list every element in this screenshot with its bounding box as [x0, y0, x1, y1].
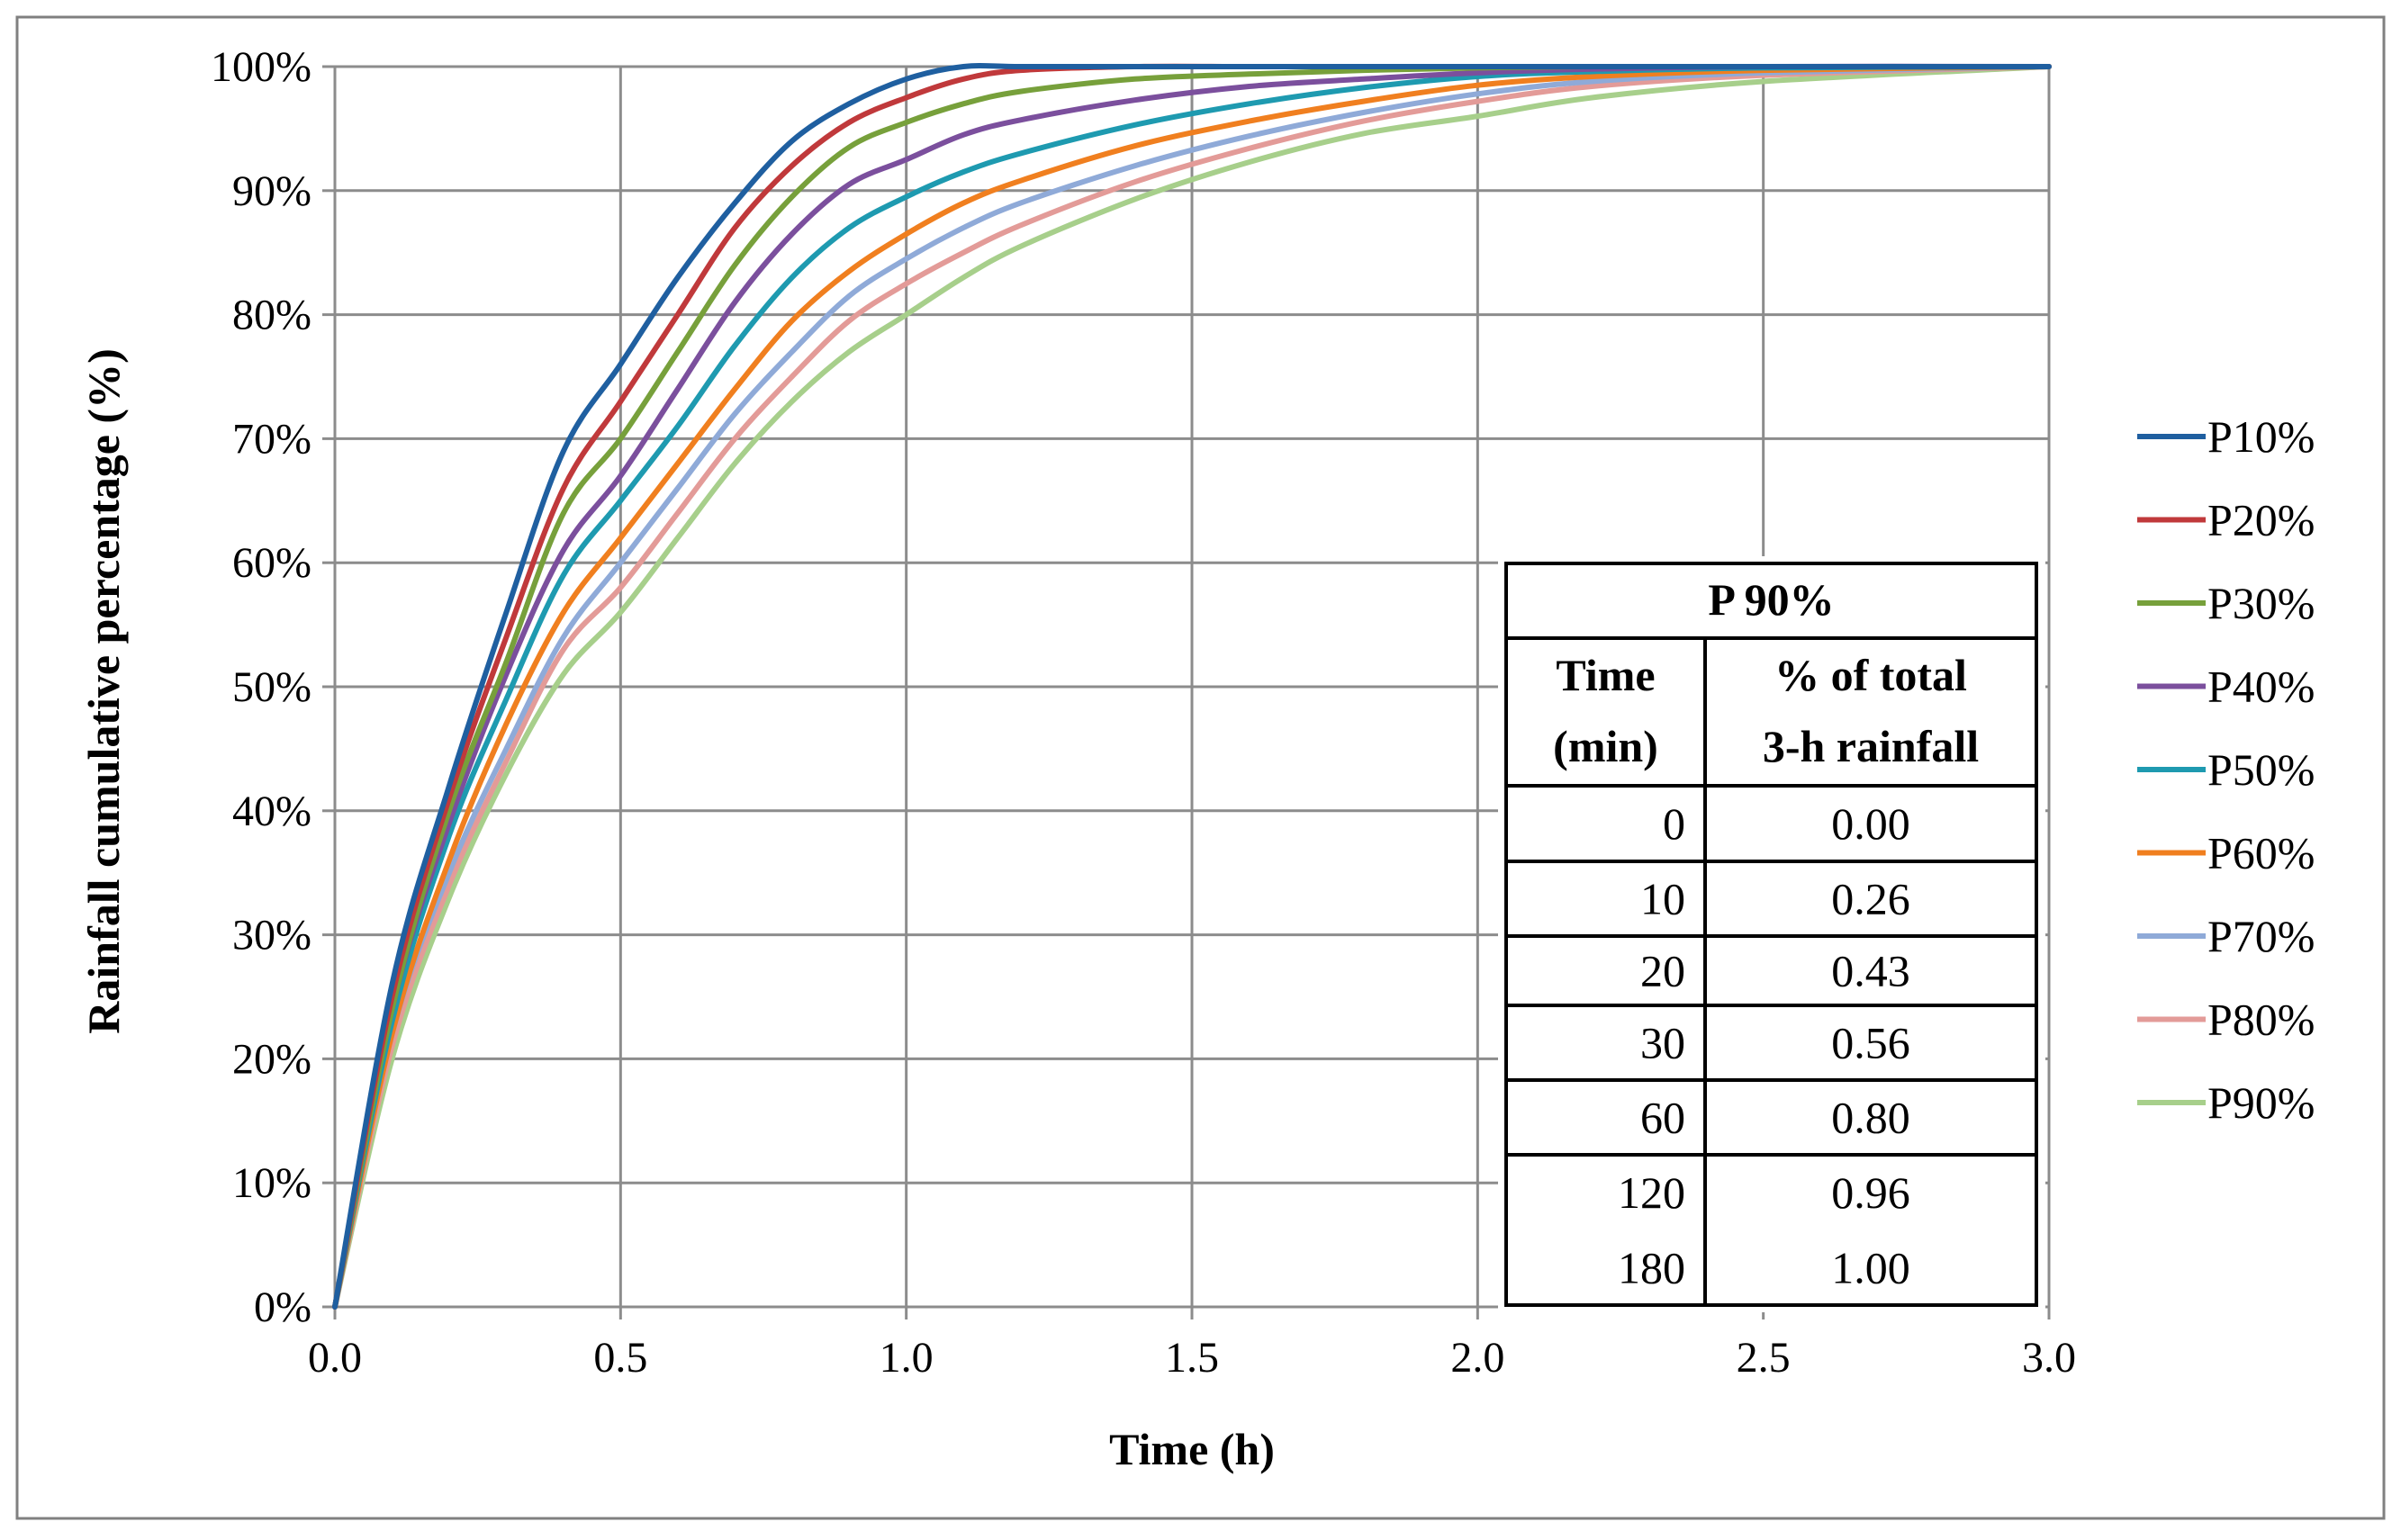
table-row: 60 0.80	[1640, 1093, 1910, 1143]
legend-label: P60%	[2207, 828, 2315, 878]
x-tick-label: 1.5	[1165, 1334, 1219, 1382]
legend-item: P60%	[2137, 828, 2315, 878]
series-line-p80	[332, 64, 2052, 1310]
x-tick-label: 2.0	[1450, 1334, 1504, 1382]
table-header-pct: % of total	[1774, 650, 1967, 700]
x-tick-label: 0.5	[593, 1334, 647, 1382]
table-cell-time: 60	[1640, 1093, 1685, 1143]
table-cell-time: 0	[1663, 798, 1685, 849]
table-row: 10 0.26	[1640, 874, 1910, 924]
table-cell-time: 30	[1640, 1018, 1685, 1068]
series-line-p90	[332, 64, 2052, 1310]
legend-label: P30%	[2207, 578, 2315, 628]
table-row: 20 0.43	[1640, 946, 1910, 996]
table-header-pct-line2: 3-h rainfall	[1763, 721, 1979, 771]
legend-item: P30%	[2137, 578, 2315, 628]
table-header-time: Time	[1556, 650, 1655, 700]
series-line-p70	[332, 64, 2052, 1310]
table-cell-time: 10	[1640, 874, 1685, 924]
x-tick-label: 2.5	[1737, 1334, 1791, 1382]
table-cell-pct: 0.80	[1831, 1093, 1910, 1143]
legend-item: P50%	[2137, 744, 2315, 795]
table-cell-time: 20	[1640, 946, 1685, 996]
legend-label: P70%	[2207, 911, 2315, 961]
y-tick-label: 100%	[211, 43, 311, 91]
table-cell-time: 180	[1618, 1243, 1685, 1293]
table-cell-pct: 0.26	[1831, 874, 1910, 924]
y-tick-label: 90%	[232, 167, 311, 215]
table-title: P 90%	[1708, 574, 1834, 625]
table-cell-pct: 0.96	[1831, 1167, 1910, 1218]
table-row: 30 0.56	[1640, 1018, 1910, 1068]
series-line-p10	[332, 62, 2052, 1310]
x-tick-labels: 0.0 0.5 1.0 1.5 2.0 2.5 3.0	[308, 1334, 2076, 1382]
legend-item: P10%	[2137, 411, 2315, 462]
series-lines	[332, 62, 2052, 1310]
legend: P10% P20% P30% P40% P50% P60% P70% P80% P90%	[2137, 411, 2315, 1128]
x-tick-label: 0.0	[308, 1334, 362, 1382]
table-row: 0 0.00	[1663, 798, 1910, 849]
table-cell-pct: 0.56	[1831, 1018, 1910, 1068]
legend-item: P80%	[2137, 995, 2315, 1045]
x-tick-label: 3.0	[2022, 1334, 2076, 1382]
x-tick-label: 1.0	[880, 1334, 934, 1382]
y-tick-label: 70%	[232, 415, 311, 463]
y-tick-label: 0%	[254, 1283, 311, 1331]
table-row: 180 1.00	[1618, 1243, 1910, 1293]
table-cell-pct: 0.43	[1831, 946, 1910, 996]
y-tick-label: 40%	[232, 788, 311, 835]
legend-label: P80%	[2207, 995, 2315, 1045]
series-line-p60	[332, 64, 2052, 1310]
table-cell-pct: 0.00	[1831, 798, 1910, 849]
y-tick-labels: 0% 10% 20% 30% 40% 50% 60% 70% 80% 90% 100%	[211, 43, 311, 1331]
legend-label: P90%	[2207, 1077, 2315, 1128]
y-tick-label: 60%	[232, 539, 311, 587]
y-tick-label: 20%	[232, 1035, 311, 1083]
table-header-time-unit: (min)	[1553, 721, 1658, 771]
table-cell-time: 120	[1618, 1167, 1685, 1218]
legend-item: P20%	[2137, 495, 2315, 545]
legend-label: P10%	[2207, 411, 2315, 462]
y-tick-label: 80%	[232, 292, 311, 339]
y-tick-label: 10%	[232, 1159, 311, 1207]
x-axis-title: Time (h)	[1109, 1424, 1275, 1474]
legend-label: P50%	[2207, 744, 2315, 795]
y-axis-title: Rainfall cumulative percentage (%)	[78, 348, 129, 1033]
legend-item: P90%	[2137, 1077, 2315, 1128]
table-row: 120 0.96	[1618, 1167, 1910, 1218]
y-tick-label: 30%	[232, 912, 311, 959]
legend-label: P20%	[2207, 495, 2315, 545]
legend-label: P40%	[2207, 662, 2315, 712]
series-line-p40	[332, 63, 2052, 1310]
y-tick-label: 50%	[232, 663, 311, 711]
series-line-p50	[332, 64, 2052, 1310]
legend-item: P40%	[2137, 662, 2315, 712]
table-cell-pct: 1.00	[1831, 1243, 1910, 1293]
legend-item: P70%	[2137, 911, 2315, 961]
